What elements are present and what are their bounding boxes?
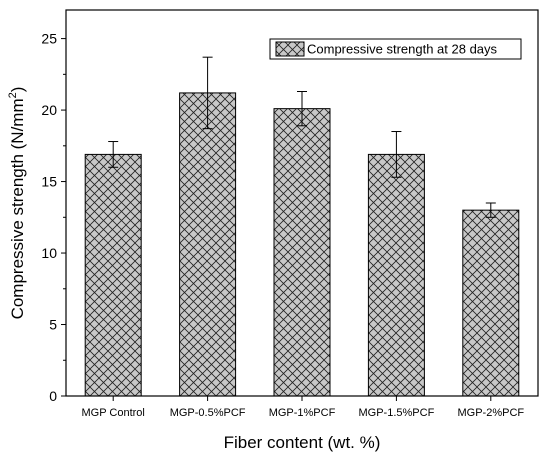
legend: Compressive strength at 28 days (269, 38, 522, 60)
legend-label: Compressive strength at 28 days (307, 42, 498, 57)
x-tick-label: MGP Control (82, 407, 145, 419)
y-tick-label: 25 (41, 31, 57, 47)
x-tick-label: MGP-1.5%PCF (359, 407, 435, 419)
error-bar-1 (108, 141, 119, 168)
y-tick-label: 10 (41, 245, 57, 261)
bar-1 (84, 153, 142, 397)
x-tick-label: MGP-2%PCF (457, 407, 524, 419)
y-tick-label: 15 (41, 174, 57, 190)
y-tick-label: 20 (41, 102, 57, 118)
y-axis-title: Compressive strength (N/mm2) (7, 87, 27, 320)
x-axis: MGP Control MGP-0.5%PCF MGP-1%PCF MGP-1.5%P… (82, 396, 524, 419)
y-tick-label: 5 (49, 317, 57, 333)
error-bar-3 (297, 90, 307, 127)
x-tick-label: MGP-1%PCF (269, 407, 336, 419)
bar-5 (462, 209, 520, 397)
y-axis-title-close: ) (8, 87, 27, 93)
error-bars-layer (108, 56, 496, 218)
error-bar-5 (485, 202, 496, 218)
y-axis-title-superscript: 2 (7, 92, 19, 98)
y-tick-label: 0 (49, 388, 57, 404)
bars-layer (84, 92, 520, 397)
legend-box (269, 38, 522, 60)
error-bar-4 (391, 131, 402, 178)
bar-3 (273, 108, 331, 397)
legend-swatch (275, 41, 305, 57)
bar-4 (367, 153, 425, 397)
error-bar-2 (202, 56, 213, 130)
x-tick-label: MGP-0.5%PCF (170, 407, 246, 419)
y-axis: 0 5 10 15 20 25 (41, 31, 66, 404)
bar-2 (179, 92, 237, 397)
x-axis-title: Fiber content (wt. %) (224, 433, 381, 452)
y-axis-title-main: Compressive strength (N/mm (8, 98, 27, 319)
